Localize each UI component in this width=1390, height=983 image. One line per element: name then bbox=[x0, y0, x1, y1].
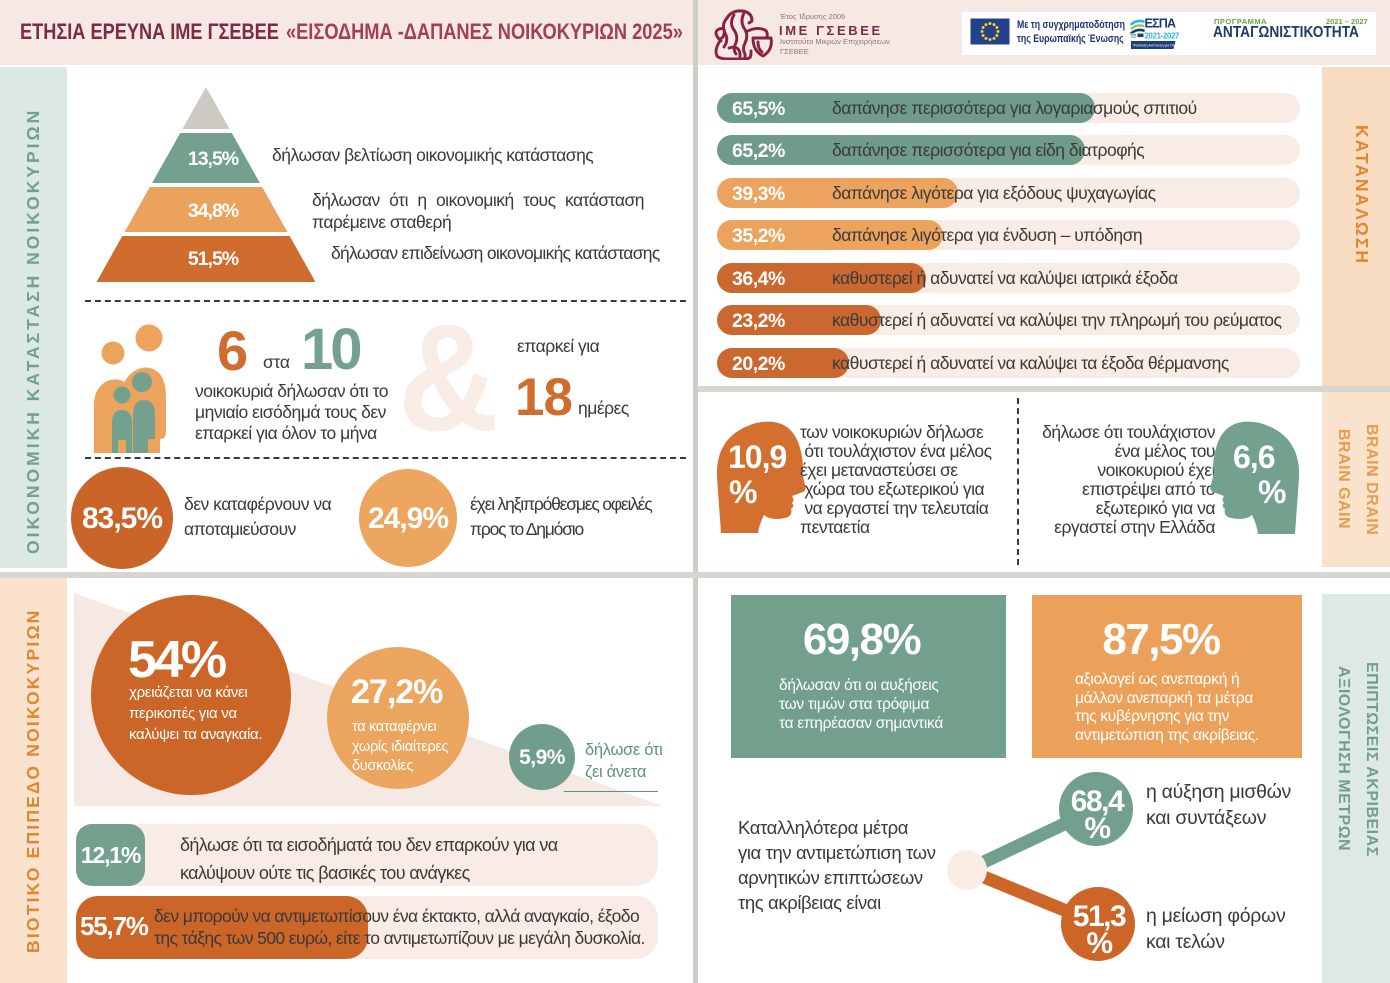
svg-text:Φιλόδοξη Ανάπτυξη για Όλους: Φιλόδοξη Ανάπτυξη για Όλους bbox=[1133, 44, 1180, 48]
svg-text:2021-2027: 2021-2027 bbox=[1145, 32, 1180, 41]
svg-text:ΕΣΠΑ: ΕΣΠΑ bbox=[1145, 17, 1176, 31]
